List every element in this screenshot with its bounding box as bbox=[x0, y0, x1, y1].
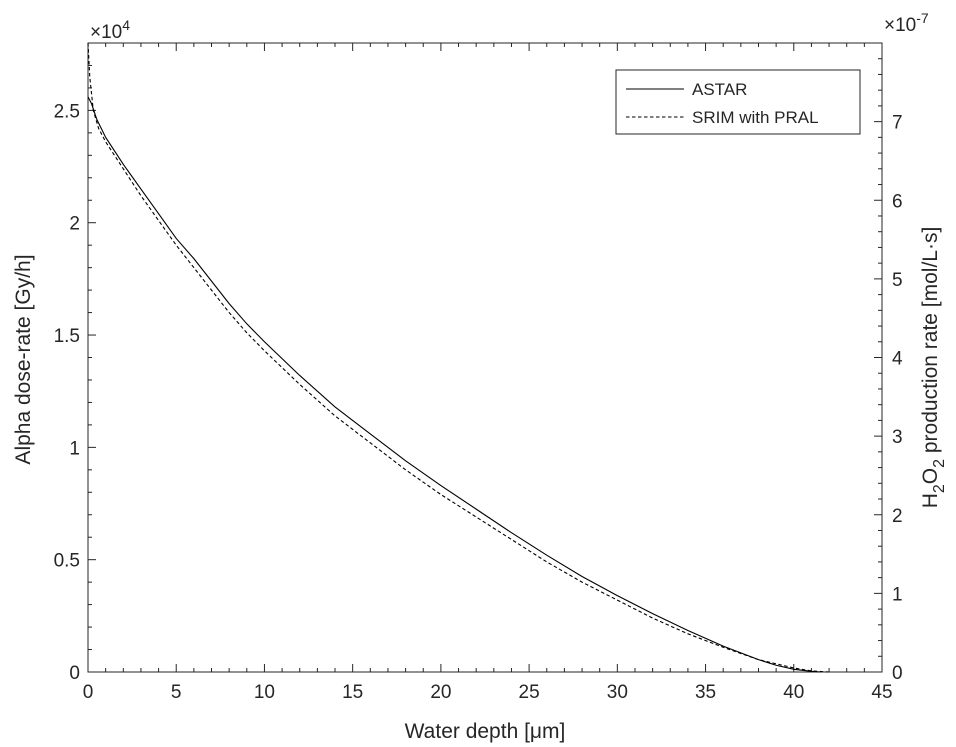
y-right-tick-label: 0 bbox=[892, 663, 903, 684]
y-left-tick-label: 0 bbox=[69, 663, 80, 684]
plot-area bbox=[88, 43, 882, 672]
series-group bbox=[87, 42, 830, 673]
x-axis-label: Water depth [μm] bbox=[405, 720, 566, 743]
subscript: 2 bbox=[931, 459, 948, 468]
y-right-tick-label: 6 bbox=[892, 191, 903, 212]
x-tick-label: 45 bbox=[871, 682, 892, 703]
label-part: H bbox=[919, 493, 942, 508]
series-line-1 bbox=[87, 96, 821, 673]
x-tick-label: 20 bbox=[430, 682, 451, 703]
label-part: production rate [mol/L·s] bbox=[919, 227, 942, 459]
legend: ASTAR SRIM with PRAL bbox=[615, 69, 861, 135]
y-right-tick-label: 2 bbox=[892, 506, 903, 527]
y-right-tick-label: 7 bbox=[892, 113, 903, 134]
label-part: O bbox=[919, 468, 942, 484]
y-right-tick-label: 5 bbox=[892, 270, 903, 291]
x-tick-label: 25 bbox=[519, 682, 540, 703]
legend-label-1: ASTAR bbox=[692, 80, 747, 99]
x-tick-label: 35 bbox=[695, 682, 716, 703]
x-tick-label: 40 bbox=[783, 682, 804, 703]
subscript: 2 bbox=[931, 484, 948, 493]
y-left-axis-label: Alpha dose-rate [Gy/h] bbox=[12, 254, 35, 464]
x-tick-label: 0 bbox=[83, 682, 94, 703]
y-right-tick-label: 1 bbox=[892, 584, 903, 605]
y-right-exponent-power: -7 bbox=[916, 10, 929, 26]
x-tick-label: 5 bbox=[171, 682, 182, 703]
y-left-tick-label: 1 bbox=[69, 438, 80, 459]
y-left-tick-label: 2.5 bbox=[54, 101, 80, 122]
legend-label-2: SRIM with PRAL bbox=[692, 108, 819, 127]
series-line-2 bbox=[87, 42, 830, 673]
x-tick-label: 15 bbox=[342, 682, 363, 703]
y-left-tick-label: 2 bbox=[69, 214, 80, 235]
y-right-tick-label: 3 bbox=[892, 427, 903, 448]
legend-box bbox=[615, 69, 861, 135]
x-tick-label: 10 bbox=[254, 682, 275, 703]
x-tick-label: 30 bbox=[607, 682, 628, 703]
y-left-tick-label: 0.5 bbox=[54, 551, 80, 572]
y-right-tick-label: 4 bbox=[892, 349, 903, 370]
y-right-axis-label: H2O2 production rate [mol/L·s] bbox=[919, 227, 948, 509]
plot-background bbox=[88, 43, 882, 672]
y-left-exponent-power: 4 bbox=[122, 17, 130, 33]
y-left-tick-label: 1.5 bbox=[54, 326, 80, 347]
